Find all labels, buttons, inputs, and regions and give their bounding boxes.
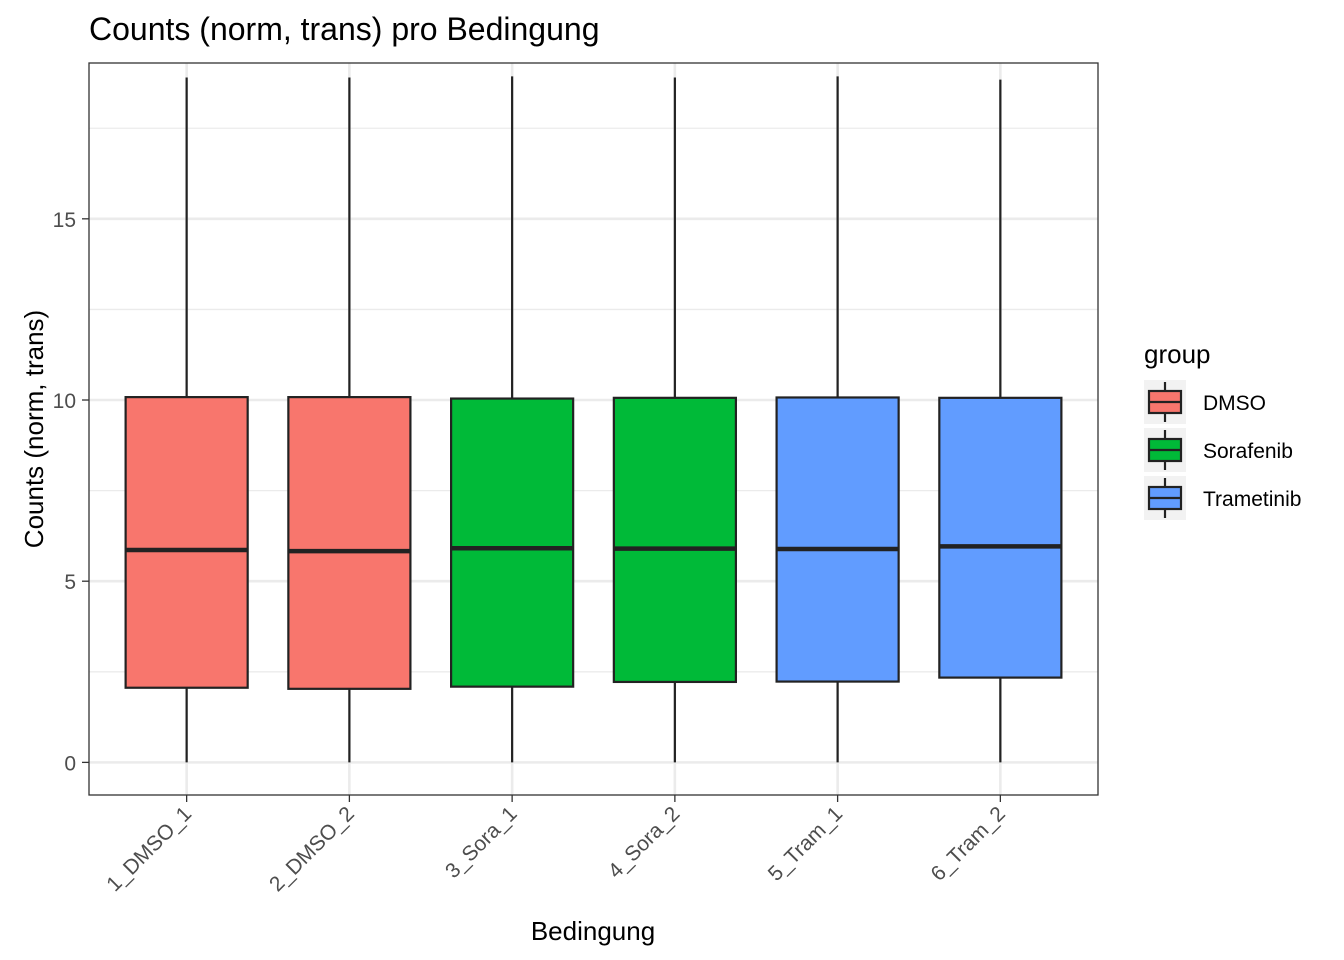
- box-iqr: [612, 396, 737, 684]
- box-iqr: [450, 397, 575, 688]
- box-iqr: [287, 396, 412, 690]
- legend-item-trametinib: Trametinib: [1144, 476, 1301, 520]
- legend-label: Sorafenib: [1203, 440, 1293, 463]
- y-tick-label: 0: [64, 752, 76, 775]
- legend-item-dmso: DMSO: [1144, 380, 1266, 424]
- box-iqr: [124, 396, 249, 689]
- x-tick-label: 1_DMSO_1: [102, 802, 196, 896]
- legend-item-sorafenib: Sorafenib: [1144, 428, 1293, 472]
- plot-border: [88, 62, 1099, 796]
- box-5_Tram_1: [775, 76, 900, 763]
- x-tick-label: 2_DMSO_2: [265, 802, 359, 896]
- x-tick-label: 6_Tram_2: [926, 802, 1009, 885]
- legend: group DMSO Sorafenib Trametinib: [1144, 339, 1301, 520]
- y-tick-label: 10: [53, 390, 76, 413]
- plot-panel: [89, 63, 1098, 795]
- box-series: [124, 76, 1063, 763]
- box-1_DMSO_1: [124, 77, 249, 763]
- box-3_Sora_1: [450, 76, 575, 763]
- y-tick-label: 15: [53, 209, 76, 232]
- legend-title: group: [1144, 339, 1211, 369]
- legend-label: DMSO: [1203, 392, 1266, 415]
- y-axis-title: Counts (norm, trans): [19, 310, 49, 548]
- x-tick-label: 5_Tram_1: [764, 802, 847, 885]
- x-tick-label: 3_Sora_1: [441, 802, 522, 883]
- y-tick-label: 5: [64, 571, 76, 594]
- box-iqr: [938, 396, 1063, 679]
- x-axis-title: Bedingung: [531, 916, 655, 946]
- y-axis: 0 5 10 15: [53, 209, 89, 775]
- box-iqr: [775, 396, 900, 683]
- box-4_Sora_2: [612, 77, 737, 763]
- box-2_DMSO_2: [287, 77, 412, 763]
- chart-title: Counts (norm, trans) pro Bedingung: [89, 11, 599, 47]
- x-axis: 1_DMSO_1 2_DMSO_2 3_Sora_1 4_Sora_2 5_Tram_1…: [102, 795, 1010, 896]
- legend-label: Trametinib: [1203, 488, 1301, 511]
- x-tick-label: 4_Sora_2: [604, 802, 685, 883]
- box-6_Tram_2: [938, 79, 1063, 763]
